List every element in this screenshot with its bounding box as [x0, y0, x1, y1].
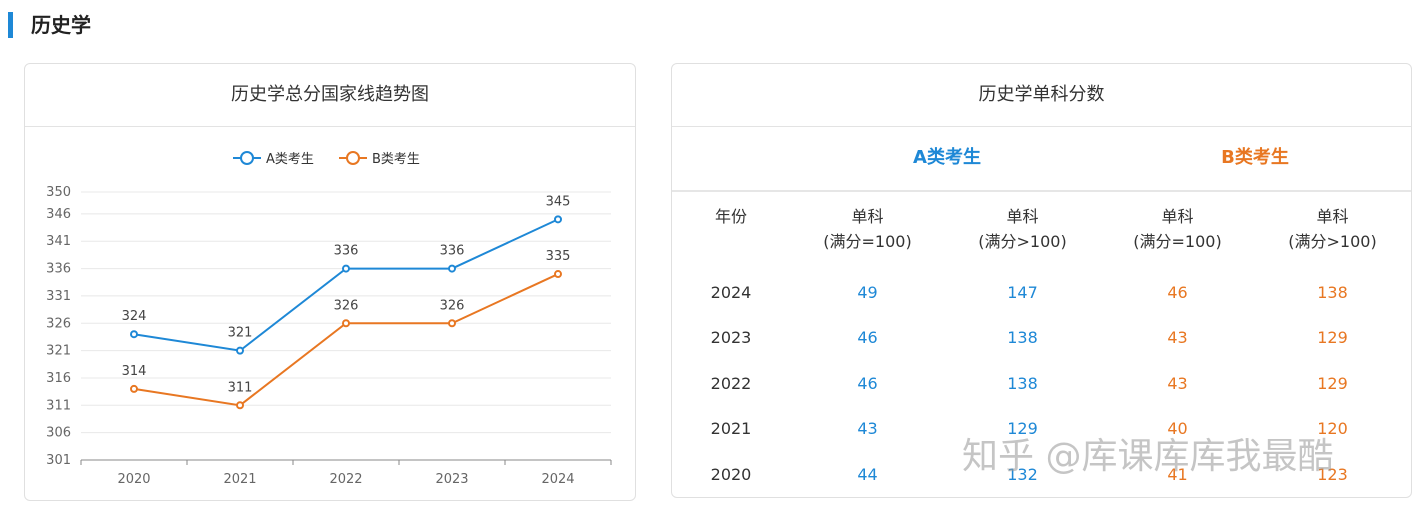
- table-cell-b1: 43: [1167, 328, 1188, 347]
- table-cell-a2: 147: [1007, 283, 1038, 302]
- header-a-single-100: 单科 (满分=100): [790, 204, 945, 254]
- y-tick-label: 336: [46, 262, 71, 277]
- data-label: 324: [122, 309, 147, 324]
- table-cell-a2: 138: [1007, 374, 1038, 393]
- header-a-single-over100: 单科 (满分>100): [945, 204, 1100, 254]
- y-tick-label: 341: [46, 234, 71, 249]
- header-b1-line1: 单科: [1161, 207, 1194, 226]
- x-tick-label: 2022: [329, 472, 362, 487]
- y-tick-label: 346: [46, 207, 71, 222]
- data-point: [130, 330, 138, 339]
- table-title: 历史学单科分数: [672, 64, 1411, 127]
- section-accent-bar: [8, 12, 13, 38]
- table-cell-b2: 120: [1317, 419, 1348, 438]
- data-label: 336: [440, 244, 465, 259]
- y-tick-label: 326: [46, 316, 71, 331]
- group-b-label: B类考生: [1221, 147, 1289, 168]
- y-tick-label: 306: [46, 426, 71, 441]
- table-cell-a2: 132: [1007, 465, 1038, 484]
- header-b2-line1: 单科: [1316, 207, 1349, 226]
- data-label: 311: [228, 380, 253, 395]
- data-label: 326: [440, 298, 465, 313]
- table-cell-a1: 49: [857, 283, 878, 302]
- header-b-single-100: 单科 (满分=100): [1100, 204, 1255, 254]
- data-point: [342, 264, 350, 273]
- table-cell-a1: 44: [857, 465, 878, 484]
- data-point: [342, 319, 350, 328]
- table-cell-a1: 43: [857, 419, 878, 438]
- table-cell-b2: 138: [1317, 283, 1348, 302]
- chart-card: 历史学总分国家线趋势图 301 306 311 316 321 326 331 336 341 3…: [24, 63, 636, 501]
- x-tick-label: 2024: [541, 472, 574, 487]
- series-line: [133, 218, 559, 352]
- table-cell-a1: 46: [857, 374, 878, 393]
- header-a2-line2: (满分>100): [978, 232, 1067, 251]
- x-tick-label: 2021: [223, 472, 256, 487]
- header-a2-line1: 单科: [1006, 207, 1039, 226]
- data-label: 321: [228, 326, 253, 341]
- table-cell-a2: 129: [1007, 419, 1038, 438]
- legend-label: B类考生: [372, 152, 420, 167]
- header-b1-line2: (满分=100): [1133, 232, 1222, 251]
- table-cell-b2: 123: [1317, 465, 1348, 484]
- header-b2-line2: (满分>100): [1288, 232, 1377, 251]
- table-row-year: 2020: [710, 465, 752, 484]
- table-cell-b1: 40: [1167, 419, 1188, 438]
- series-line: [133, 273, 559, 407]
- y-tick-label: 301: [46, 453, 71, 468]
- legend-label: A类考生: [266, 152, 314, 167]
- y-tick-label: 316: [46, 371, 71, 386]
- table-cell-a2: 138: [1007, 328, 1038, 347]
- y-tick-label: 311: [46, 398, 71, 413]
- data-label: 335: [546, 249, 571, 264]
- data-point: [448, 319, 456, 328]
- y-tick-label: 331: [46, 289, 71, 304]
- table-cell-b1: 41: [1167, 465, 1188, 484]
- group-a-label: A类考生: [913, 147, 981, 168]
- group-header-row: A类考生 B类考生: [672, 126, 1411, 192]
- table-cell-a1: 46: [857, 328, 878, 347]
- data-label: 314: [122, 364, 147, 379]
- data-label: 345: [546, 194, 571, 209]
- chart-title: 历史学总分国家线趋势图: [25, 64, 635, 127]
- legend-marker: [346, 151, 360, 165]
- table-row-year: 2024: [710, 283, 752, 302]
- y-tick-label: 321: [46, 344, 71, 359]
- x-tick-label: 2020: [117, 472, 150, 487]
- section-title: 历史学: [31, 13, 91, 37]
- data-point: [130, 384, 138, 393]
- header-b-single-over100: 单科 (满分>100): [1255, 204, 1410, 254]
- legend-marker: [240, 151, 254, 165]
- data-point: [236, 401, 244, 410]
- header-a1-line2: (满分=100): [823, 232, 912, 251]
- table-row-year: 2022: [710, 374, 752, 393]
- data-point: [448, 264, 456, 273]
- header-a1-line1: 单科: [851, 207, 884, 226]
- table-cell-b2: 129: [1317, 374, 1348, 393]
- data-label: 326: [334, 298, 359, 313]
- table-cell-b2: 129: [1317, 328, 1348, 347]
- line-chart: 301 306 311 316 321 326 331 336 341 346 350 2020 202…: [46, 151, 612, 487]
- table-row-year: 2023: [710, 328, 752, 347]
- data-label: 336: [334, 244, 359, 259]
- table-row-year: 2021: [710, 419, 752, 438]
- score-table-card: 历史学单科分数 A类考生 B类考生 年份 单科 (满分=100) 单科 (满分>…: [671, 63, 1412, 498]
- y-tick-label: 350: [46, 185, 71, 200]
- x-tick-label: 2023: [435, 472, 468, 487]
- data-point: [554, 270, 562, 279]
- data-point: [236, 346, 244, 355]
- table-cell-b1: 43: [1167, 374, 1188, 393]
- header-year: 年份: [714, 207, 747, 226]
- data-point: [554, 215, 562, 224]
- table-cell-b1: 46: [1167, 283, 1188, 302]
